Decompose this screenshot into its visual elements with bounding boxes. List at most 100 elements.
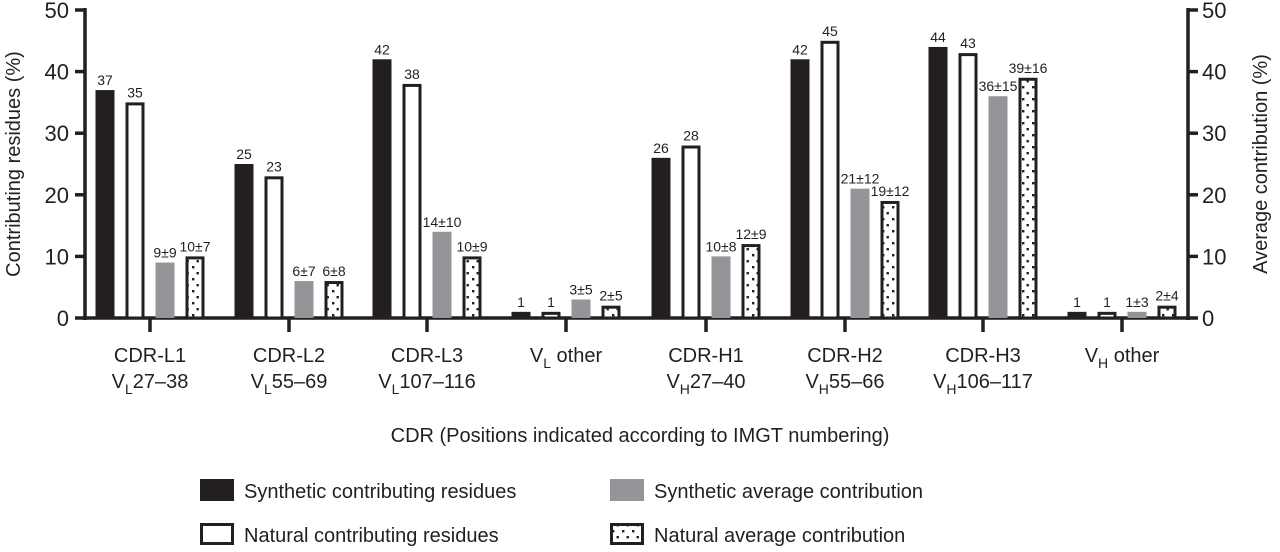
label-segment: other — [551, 345, 602, 367]
label-segment: V — [933, 371, 947, 393]
bar-white — [1097, 311, 1117, 320]
data-label: 45 — [822, 23, 838, 39]
subscript: H — [819, 381, 829, 397]
category-label-line2: VH55–66 — [805, 371, 884, 397]
data-label: 42 — [792, 41, 808, 57]
category-label-line1: CDR-H1 — [668, 345, 744, 367]
legend-label: Natural contributing residues — [244, 525, 499, 547]
subscript: L — [543, 355, 551, 371]
bar-black — [790, 59, 810, 318]
category-label-line2: VL107–116 — [378, 371, 476, 397]
legend-swatch-dotted — [610, 523, 644, 545]
label-segment: 27–40 — [690, 371, 746, 393]
bar-dotted — [741, 244, 761, 320]
data-label: 12±9 — [735, 226, 766, 242]
category-label-line2: VL27–38 — [112, 371, 189, 397]
bar-dotted — [462, 256, 482, 320]
bar-grey — [155, 262, 175, 318]
legend-label: Synthetic average contribution — [654, 481, 923, 503]
right-y-axis-title: Average contribution (%) — [1250, 54, 1272, 274]
data-label: 9±9 — [153, 245, 176, 261]
data-label: 10±8 — [705, 238, 736, 254]
bar-black — [928, 46, 948, 319]
right-y-tick-label: 10 — [1202, 244, 1226, 269]
bar-grey — [850, 188, 870, 318]
label-segment: V — [666, 371, 680, 393]
data-label: 1 — [1103, 294, 1111, 310]
label-segment: other — [1108, 345, 1159, 367]
data-label: 26 — [653, 140, 669, 156]
bar-black — [511, 311, 531, 318]
label-segment: V — [530, 345, 544, 367]
bar-white — [820, 40, 840, 320]
bar-dotted — [185, 256, 205, 320]
label-segment: 27–38 — [133, 371, 189, 393]
category-label-line2: VL55–69 — [251, 371, 328, 397]
left-y-tick-label: 0 — [57, 306, 69, 331]
bar-black — [651, 157, 671, 318]
bar-black — [372, 59, 392, 318]
bar-black — [234, 164, 254, 318]
data-label: 14±10 — [423, 214, 462, 230]
data-label: 6±7 — [292, 263, 315, 279]
data-label: 36±15 — [979, 78, 1018, 94]
bar-white — [402, 83, 422, 320]
left-y-tick-label: 10 — [45, 244, 69, 269]
data-label: 25 — [236, 146, 252, 162]
data-label: 1±3 — [1125, 294, 1148, 310]
data-label: 38 — [404, 66, 420, 82]
label-segment: V — [378, 371, 392, 393]
subscript: L — [392, 381, 400, 397]
legend-swatch-white — [200, 523, 234, 545]
subscript: L — [125, 381, 133, 397]
data-label: 2±5 — [599, 288, 622, 304]
data-label: 10±7 — [179, 238, 210, 254]
label-segment: 55–66 — [829, 371, 885, 393]
label-segment: 106–117 — [957, 371, 1033, 393]
category-label-line1: CDR-L2 — [253, 345, 325, 367]
label-segment: CDR-H2 — [807, 345, 883, 367]
subscript: H — [946, 381, 956, 397]
category-label-line1: CDR-L1 — [114, 345, 186, 367]
label-segment: 55–69 — [272, 371, 328, 393]
bar-white — [541, 311, 561, 320]
data-label: 23 — [266, 158, 282, 174]
data-label: 35 — [127, 84, 143, 100]
bar-white — [958, 53, 978, 320]
bar-dotted — [880, 200, 900, 320]
bar-grey — [432, 231, 452, 318]
data-label: 1 — [517, 294, 525, 310]
label-segment: CDR-H3 — [945, 345, 1021, 367]
label-segment: 107–116 — [399, 371, 475, 393]
data-label: 39±16 — [1009, 60, 1048, 76]
left-y-axis-title: Contributing residues (%) — [3, 51, 25, 277]
right-y-tick-label: 30 — [1202, 121, 1226, 146]
label-segment: V — [112, 371, 126, 393]
bar-dotted — [324, 281, 344, 320]
bar-white — [264, 176, 284, 320]
data-label: 1 — [1073, 294, 1081, 310]
category-label-line1: VL other — [530, 345, 603, 371]
legend-swatch-grey — [610, 479, 644, 501]
category-label-line1: CDR-H2 — [807, 345, 883, 367]
category-label-line1: CDR-H3 — [945, 345, 1021, 367]
bar-grey — [571, 299, 591, 318]
bar-black — [95, 90, 115, 318]
bar-grey — [711, 256, 731, 318]
data-label: 21±12 — [841, 171, 880, 187]
data-label: 10±9 — [456, 238, 487, 254]
category-label-line1: VH other — [1085, 345, 1160, 371]
legend-label: Natural average contribution — [654, 525, 905, 547]
label-segment: CDR-L3 — [391, 345, 463, 367]
bar-white — [681, 145, 701, 320]
category-label-line2: VH106–117 — [933, 371, 1033, 397]
bar-grey — [294, 281, 314, 318]
category-label-line1: CDR-L3 — [391, 345, 463, 367]
left-y-tick-label: 30 — [45, 121, 69, 146]
left-y-tick-label: 40 — [45, 60, 69, 85]
left-y-tick-label: 20 — [45, 183, 69, 208]
bar-white — [125, 102, 145, 320]
label-segment: CDR-L2 — [253, 345, 325, 367]
label-segment: CDR-H1 — [668, 345, 744, 367]
